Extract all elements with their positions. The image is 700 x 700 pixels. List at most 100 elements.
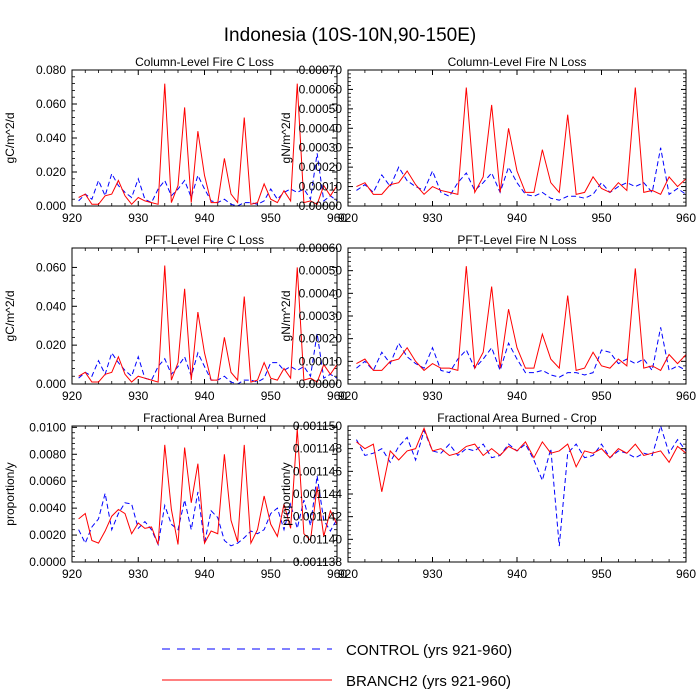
y-tick-label: 0.001146 (293, 464, 342, 478)
x-tick-label: 920 (62, 211, 82, 225)
series-branch2-line (356, 266, 687, 372)
series-branch2-line (78, 428, 338, 546)
y-tick-label: 0.00070 (299, 63, 343, 77)
x-tick-label: 960 (327, 567, 347, 581)
x-tick-label: 930 (422, 211, 442, 225)
y-axis-label: gN/m^2/d (279, 113, 293, 164)
y-tick-label: 0.00060 (299, 241, 343, 255)
series-branch2-line (356, 87, 687, 196)
x-tick-label: 930 (422, 389, 442, 403)
figure-title: Indonesia (10S-10N,90-150E) (224, 25, 476, 46)
x-tick-label: 940 (507, 211, 527, 225)
y-tick-label: 0.00010 (299, 354, 343, 368)
y-tick-label: 0.00050 (299, 264, 343, 278)
y-tick-label: 0.00000 (299, 199, 343, 213)
x-tick-label: 930 (128, 211, 148, 225)
x-tick-label: 920 (338, 389, 358, 403)
y-tick-label: 0.040 (36, 131, 66, 145)
x-tick-label: 940 (507, 389, 527, 403)
x-tick-label: 920 (62, 389, 82, 403)
x-tick-label: 940 (194, 389, 214, 403)
y-tick-label: 0.001138 (293, 555, 342, 569)
x-tick-label: 920 (338, 567, 358, 581)
panel-title: Fractional Area Burned (143, 411, 266, 425)
series-branch2-line (78, 265, 338, 383)
panel-4: PFT-Level Fire N Loss gN/m^2/d 920 930 940 95… (279, 233, 696, 403)
x-tick-label: 960 (327, 389, 347, 403)
plot-frame (347, 425, 687, 563)
panel-6: Fractional Area Burned - Crop proportion/… (279, 411, 696, 581)
series-control-line (78, 475, 338, 547)
y-tick-label: 0.060 (36, 260, 66, 274)
y-tick-label: 0.0000 (29, 555, 66, 569)
x-tick-label: 960 (676, 567, 696, 581)
y-tick-label: 0.00020 (299, 160, 343, 174)
y-tick-label: 0.001144 (293, 487, 342, 501)
x-tick-label: 930 (422, 567, 442, 581)
x-tick-label: 930 (128, 389, 148, 403)
x-tick-label: 920 (62, 567, 82, 581)
y-tick-label: 0.020 (36, 165, 66, 179)
y-tick-label: 0.00000 (299, 377, 343, 391)
x-tick-label: 930 (128, 567, 148, 581)
legend-label-control: CONTROL (yrs 921-960) (346, 642, 512, 659)
panel-3: PFT-Level Fire C Loss gC/m^2/d 920 930 940 95… (3, 233, 347, 403)
plot-frame (71, 247, 338, 385)
plot-frame (71, 69, 338, 207)
plot-frame (347, 69, 687, 207)
x-tick-label: 940 (194, 211, 214, 225)
y-tick-label: 0.00020 (299, 332, 343, 346)
series-control-line (78, 333, 338, 385)
y-tick-label: 0.0020 (29, 528, 66, 542)
y-tick-label: 0.080 (36, 63, 66, 77)
y-tick-label: 0.000 (36, 377, 66, 391)
series-branch2-line (78, 83, 338, 206)
x-tick-label: 950 (591, 211, 611, 225)
plot-frame (347, 247, 687, 385)
series-control-line (78, 153, 338, 207)
x-tick-label: 920 (338, 211, 358, 225)
y-tick-label: 0.00060 (299, 82, 343, 96)
panel-title: Fractional Area Burned - Crop (437, 411, 597, 425)
x-tick-label: 960 (676, 211, 696, 225)
x-tick-label: 950 (261, 389, 281, 403)
y-tick-label: 0.00040 (299, 121, 343, 135)
y-tick-label: 0.020 (36, 338, 66, 352)
y-tick-label: 0.0060 (29, 474, 66, 488)
y-tick-label: 0.001148 (293, 442, 342, 456)
y-tick-label: 0.060 (36, 97, 66, 111)
y-tick-label: 0.00010 (299, 180, 343, 194)
x-tick-label: 940 (507, 567, 527, 581)
x-tick-label: 950 (591, 567, 611, 581)
y-axis-label: proportion/y (279, 462, 293, 525)
series-control-line (356, 147, 687, 201)
x-tick-label: 950 (261, 567, 281, 581)
y-tick-label: 0.00040 (299, 286, 343, 300)
x-tick-label: 940 (194, 567, 214, 581)
y-axis-label: gC/m^2/d (3, 291, 17, 342)
y-tick-label: 0.001140 (293, 532, 342, 546)
y-tick-label: 0.0100 (29, 420, 66, 434)
y-tick-label: 0.00030 (299, 309, 343, 323)
y-tick-label: 0.001150 (293, 419, 342, 433)
x-tick-label: 960 (327, 211, 347, 225)
y-tick-label: 0.000 (36, 199, 66, 213)
panel-5: Fractional Area Burned proportion/y 920 930… (3, 411, 347, 581)
y-axis-label: gC/m^2/d (3, 113, 17, 164)
series-branch2-line (356, 426, 687, 492)
series-control-line (356, 327, 687, 378)
y-tick-label: 0.001142 (293, 510, 342, 524)
y-axis-label: gN/m^2/d (279, 291, 293, 342)
panel-2: Column-Level Fire N Loss gN/m^2/d 920 930 94… (279, 55, 696, 225)
y-tick-label: 0.0040 (29, 501, 66, 515)
plot-frame (71, 425, 338, 563)
legend: CONTROL (yrs 921-960) BRANCH2 (yrs 921-9… (162, 642, 512, 690)
panel-1: Column-Level Fire C Loss gC/m^2/d 920 930 94… (3, 55, 347, 225)
panel-title: Column-Level Fire C Loss (135, 55, 274, 69)
series-control-line (356, 424, 687, 547)
legend-label-branch2: BRANCH2 (yrs 921-960) (346, 673, 511, 690)
panel-title: PFT-Level Fire C Loss (145, 233, 264, 247)
x-tick-label: 960 (676, 389, 696, 403)
x-tick-label: 950 (261, 211, 281, 225)
y-tick-label: 0.0080 (29, 447, 66, 461)
